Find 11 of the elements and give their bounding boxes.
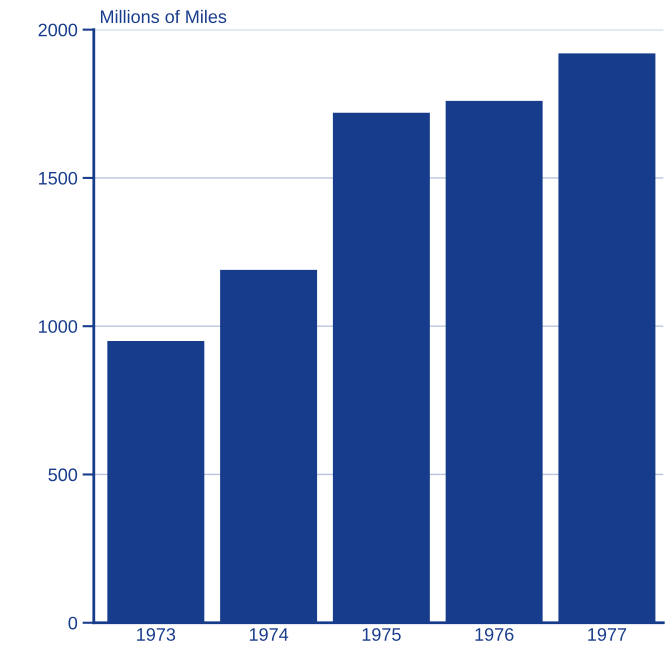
x-tick-label: 1973 bbox=[137, 628, 176, 641]
x-tick-label: 1974 bbox=[250, 628, 288, 641]
x-tick-label: 1977 bbox=[588, 628, 626, 641]
y-tick-label: 1000 bbox=[39, 320, 78, 333]
x-tick-label: 1976 bbox=[475, 628, 514, 641]
x-tick-label: 1975 bbox=[362, 628, 401, 641]
y-tick-label: 2000 bbox=[38, 24, 78, 36]
y-tick-label: 1500 bbox=[39, 172, 78, 185]
y-tick-label: 0 bbox=[68, 616, 78, 630]
y-axis-title: Millions of Miles bbox=[100, 10, 226, 24]
y-tick-label: 500 bbox=[48, 468, 78, 482]
